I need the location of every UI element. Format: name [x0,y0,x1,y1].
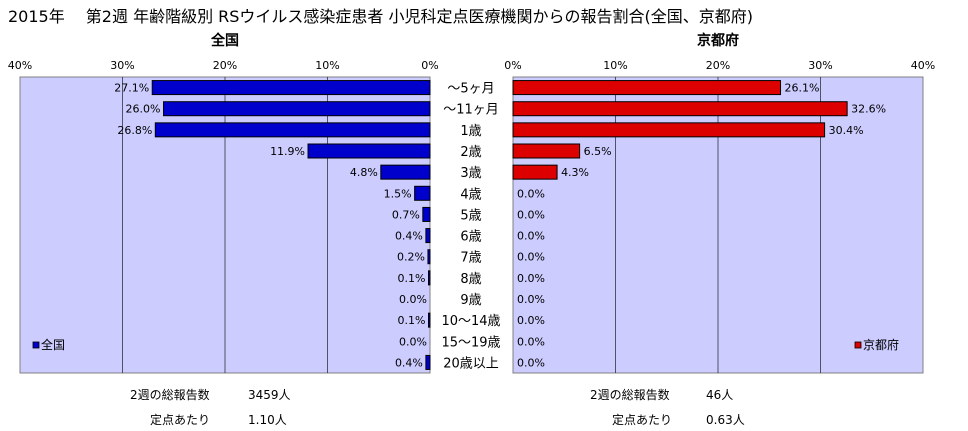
national-data-label: 0.7% [392,208,420,221]
national-bar [427,249,431,265]
kyoto-data-label: 0.0% [517,230,545,243]
national-bar [380,164,431,180]
national-data-label: 0.1% [398,314,426,327]
kyoto-tick-label: 30% [808,59,832,72]
national-data-label: 26.0% [126,103,161,116]
kyoto-per-row: 定点あたり 0.63人 [612,411,745,428]
national-bar [422,206,431,222]
national-total-label: 2週の総報告数 [130,388,210,402]
national-tick-label: 10% [315,59,339,72]
kyoto-panel-title: 京都府 [697,32,739,49]
category-label: 3歳 [460,166,481,181]
kyoto-total-value: 46人 [706,388,734,402]
national-bar [425,354,431,370]
national-bar [307,143,431,159]
kyoto-data-label: 26.1% [785,82,820,95]
category-label: 2歳 [460,145,481,160]
national-legend-label: 全国 [41,337,65,352]
national-data-label: 26.8% [117,124,152,137]
national-tick-label: 0% [421,59,438,72]
category-label: 7歳 [460,251,481,266]
national-data-label: 0.4% [395,356,423,369]
kyoto-data-label: 0.0% [517,272,545,285]
national-bar [425,228,431,244]
kyoto-bar [512,143,581,159]
national-data-label: 1.5% [384,187,412,200]
national-total-row: 2週の総報告数 3459人 [130,386,291,403]
national-tick-label: 40% [8,59,32,72]
kyoto-tick-label: 40% [911,59,935,72]
category-label: 5歳 [460,208,481,223]
kyoto-bar [512,80,782,96]
category-label: 9歳 [460,293,481,308]
kyoto-data-label: 0.0% [517,314,545,327]
national-bar [428,312,431,328]
kyoto-data-label: 0.0% [517,251,545,264]
national-tick-label: 30% [110,59,134,72]
national-data-label: 4.8% [350,166,378,179]
kyoto-bar [512,122,826,138]
national-panel-title: 全国 [210,32,239,49]
national-per-row: 定点あたり 1.10人 [150,411,287,428]
national-data-label: 0.1% [398,272,426,285]
kyoto-legend-label: 京都府 [863,337,899,352]
kyoto-bar [512,164,558,180]
national-legend-swatch [32,341,40,349]
category-label: 8歳 [460,272,481,287]
category-label: 10～14歳 [441,314,500,329]
kyoto-tick-label: 0% [504,59,521,72]
national-bar [428,270,431,286]
national-data-label: 0.2% [397,251,425,264]
national-bar [151,80,431,96]
national-tick-label: 20% [213,59,237,72]
kyoto-legend-swatch [854,341,862,349]
national-data-label: 0.4% [395,230,423,243]
national-data-label: 0.0% [399,335,427,348]
category-label: 15～19歳 [441,335,500,350]
national-data-label: 0.0% [399,293,427,306]
category-label: ～11ヶ月 [443,103,499,118]
kyoto-data-label: 32.6% [851,103,886,116]
kyoto-data-label: 6.5% [584,145,612,158]
national-per-label: 定点あたり [150,413,211,427]
kyoto-data-label: 0.0% [517,293,545,306]
category-label: 20歳以上 [443,356,499,371]
kyoto-tick-label: 10% [603,59,627,72]
kyoto-tick-label: 20% [706,59,730,72]
national-data-label: 27.1% [114,82,149,95]
kyoto-data-label: 30.4% [829,124,864,137]
kyoto-data-label: 0.0% [517,208,545,221]
kyoto-bar [512,101,848,117]
category-label: 4歳 [460,187,481,202]
national-data-label: 11.9% [270,145,305,158]
kyoto-per-value: 0.63人 [706,413,745,427]
category-label: 1歳 [460,124,481,139]
chart-title: 2015年 第2週 年齢階級別 RSウイルス感染症患者 小児科定点医療機関からの… [8,7,754,26]
kyoto-per-label: 定点あたり [612,413,673,427]
kyoto-total-row: 2週の総報告数 46人 [590,386,733,403]
category-label: ～5ヶ月 [447,82,494,97]
category-label: 6歳 [460,230,481,245]
national-bar [414,185,431,201]
kyoto-data-label: 0.0% [517,356,545,369]
national-per-value: 1.10人 [248,413,287,427]
kyoto-data-label: 0.0% [517,187,545,200]
kyoto-total-label: 2週の総報告数 [590,388,670,402]
kyoto-data-label: 0.0% [517,335,545,348]
national-total-value: 3459人 [248,388,291,402]
national-bar [163,101,431,117]
kyoto-data-label: 4.3% [561,166,589,179]
national-bar [154,122,431,138]
